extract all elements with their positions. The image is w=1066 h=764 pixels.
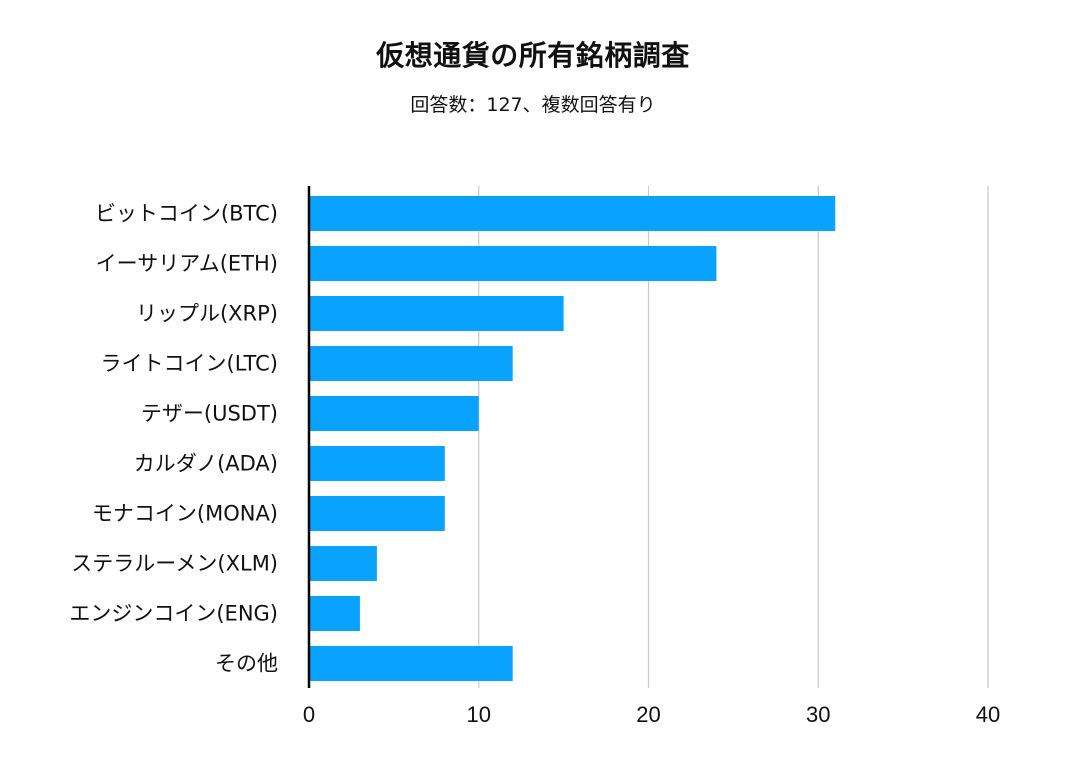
bar [309,296,564,331]
x-tick-label: 10 [467,702,491,727]
bar [309,446,445,481]
category-label: カルダノ(ADA) [134,452,278,476]
bars [309,196,836,681]
category-label: その他 [215,652,278,676]
category-label: ステラルーメン(XLM) [71,552,278,576]
category-label: ライトコイン(LTC) [101,352,278,376]
bar [309,596,360,631]
x-tick-label: 30 [806,702,830,727]
bar [309,646,513,681]
category-label: リップル(XRP) [136,302,278,326]
x-tick-label: 20 [636,702,660,727]
chart-title: 仮想通貨の所有銘柄調査 [376,39,690,72]
category-labels: ビットコイン(BTC) イーサリアム(ETH) リップル(XRP) ライトコイン(LT… [69,202,278,676]
x-tick-labels: 0 10 20 30 40 [303,702,1000,727]
category-label: ビットコイン(BTC) [95,202,278,226]
bar [309,396,479,431]
x-tick-label: 40 [976,702,1000,727]
category-label: モナコイン(MONA) [92,502,278,526]
chart-subtitle: 回答数：127、複数回答有り [410,94,656,116]
bar [309,196,836,231]
category-label: エンジンコイン(ENG) [69,602,278,626]
bar [309,546,377,581]
x-tick-label: 0 [303,702,315,727]
category-label: テザー(USDT) [141,402,278,426]
category-label: イーサリアム(ETH) [96,252,278,276]
bar [309,246,717,281]
bar [309,346,513,381]
bar [309,496,445,531]
